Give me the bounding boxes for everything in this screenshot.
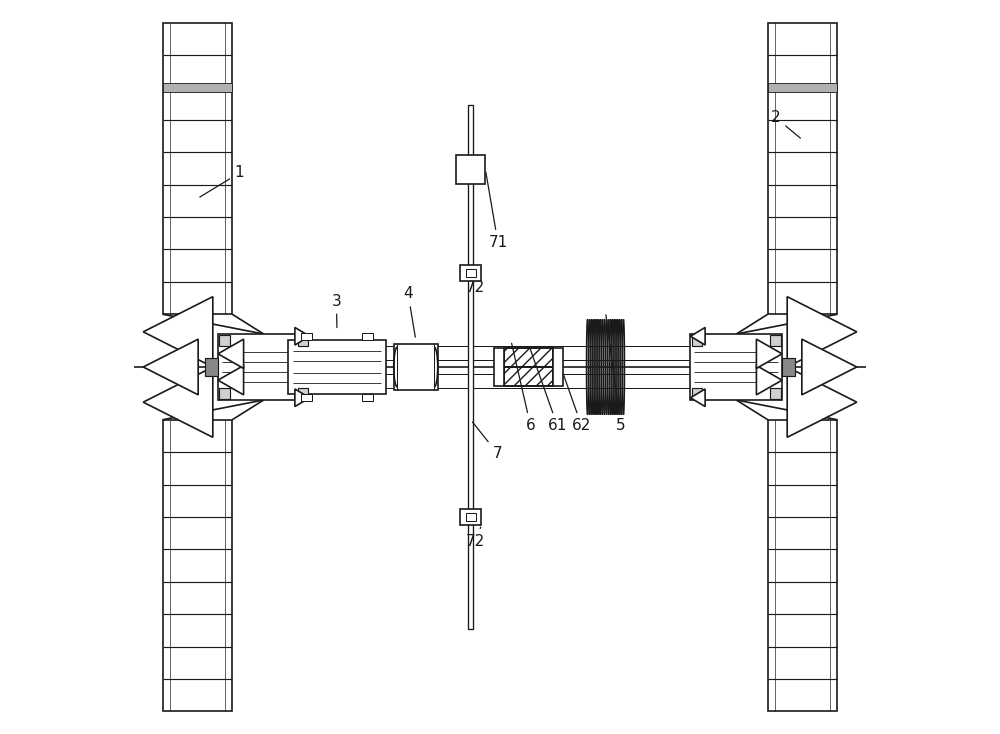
Polygon shape [218,366,244,395]
Bar [770,335,781,346]
Text: 4: 4 [403,286,415,337]
Text: 62: 62 [562,370,591,433]
Bar [466,269,476,277]
Polygon shape [143,297,213,367]
Bar [553,348,563,386]
Bar [692,388,702,399]
Bar [460,265,481,281]
Polygon shape [218,339,244,368]
Bar [362,333,373,340]
Bar [219,388,230,399]
Bar [768,23,837,314]
Polygon shape [787,367,857,437]
Bar [782,358,795,376]
Text: 72: 72 [466,269,485,295]
Polygon shape [690,389,705,407]
Bar [298,335,308,346]
Text: 6: 6 [512,344,535,433]
Bar [218,334,310,400]
Text: 72: 72 [466,527,485,549]
Bar [768,83,837,92]
Bar [768,420,837,711]
Bar [298,388,308,399]
Bar [494,348,504,386]
Polygon shape [295,327,310,345]
Bar [770,388,781,399]
Polygon shape [802,339,857,395]
Bar [205,358,218,376]
Bar [163,23,232,314]
Bar [394,344,438,390]
Bar [466,513,476,521]
Text: 5: 5 [606,315,625,433]
Bar [504,367,553,386]
Text: 2: 2 [771,110,800,138]
Bar [288,340,386,394]
Bar [692,335,702,346]
Bar [362,394,373,401]
Polygon shape [787,297,857,367]
Polygon shape [756,366,782,395]
Bar [504,348,553,367]
Polygon shape [143,339,198,395]
Bar [301,394,312,401]
Bar [468,106,473,628]
Polygon shape [756,339,782,368]
Text: 7: 7 [472,422,502,461]
Polygon shape [143,367,213,437]
Bar [301,333,312,340]
Text: 71: 71 [486,172,508,250]
Bar [504,367,553,386]
Bar [460,509,481,526]
Text: 61: 61 [529,347,567,433]
Bar [504,348,553,367]
Polygon shape [295,389,310,407]
Bar [163,420,232,711]
Text: 3: 3 [331,294,341,327]
Bar [690,334,782,400]
Polygon shape [690,327,705,345]
Text: 1: 1 [200,165,244,197]
Bar [219,335,230,346]
Bar [163,83,232,92]
Bar [456,155,485,184]
